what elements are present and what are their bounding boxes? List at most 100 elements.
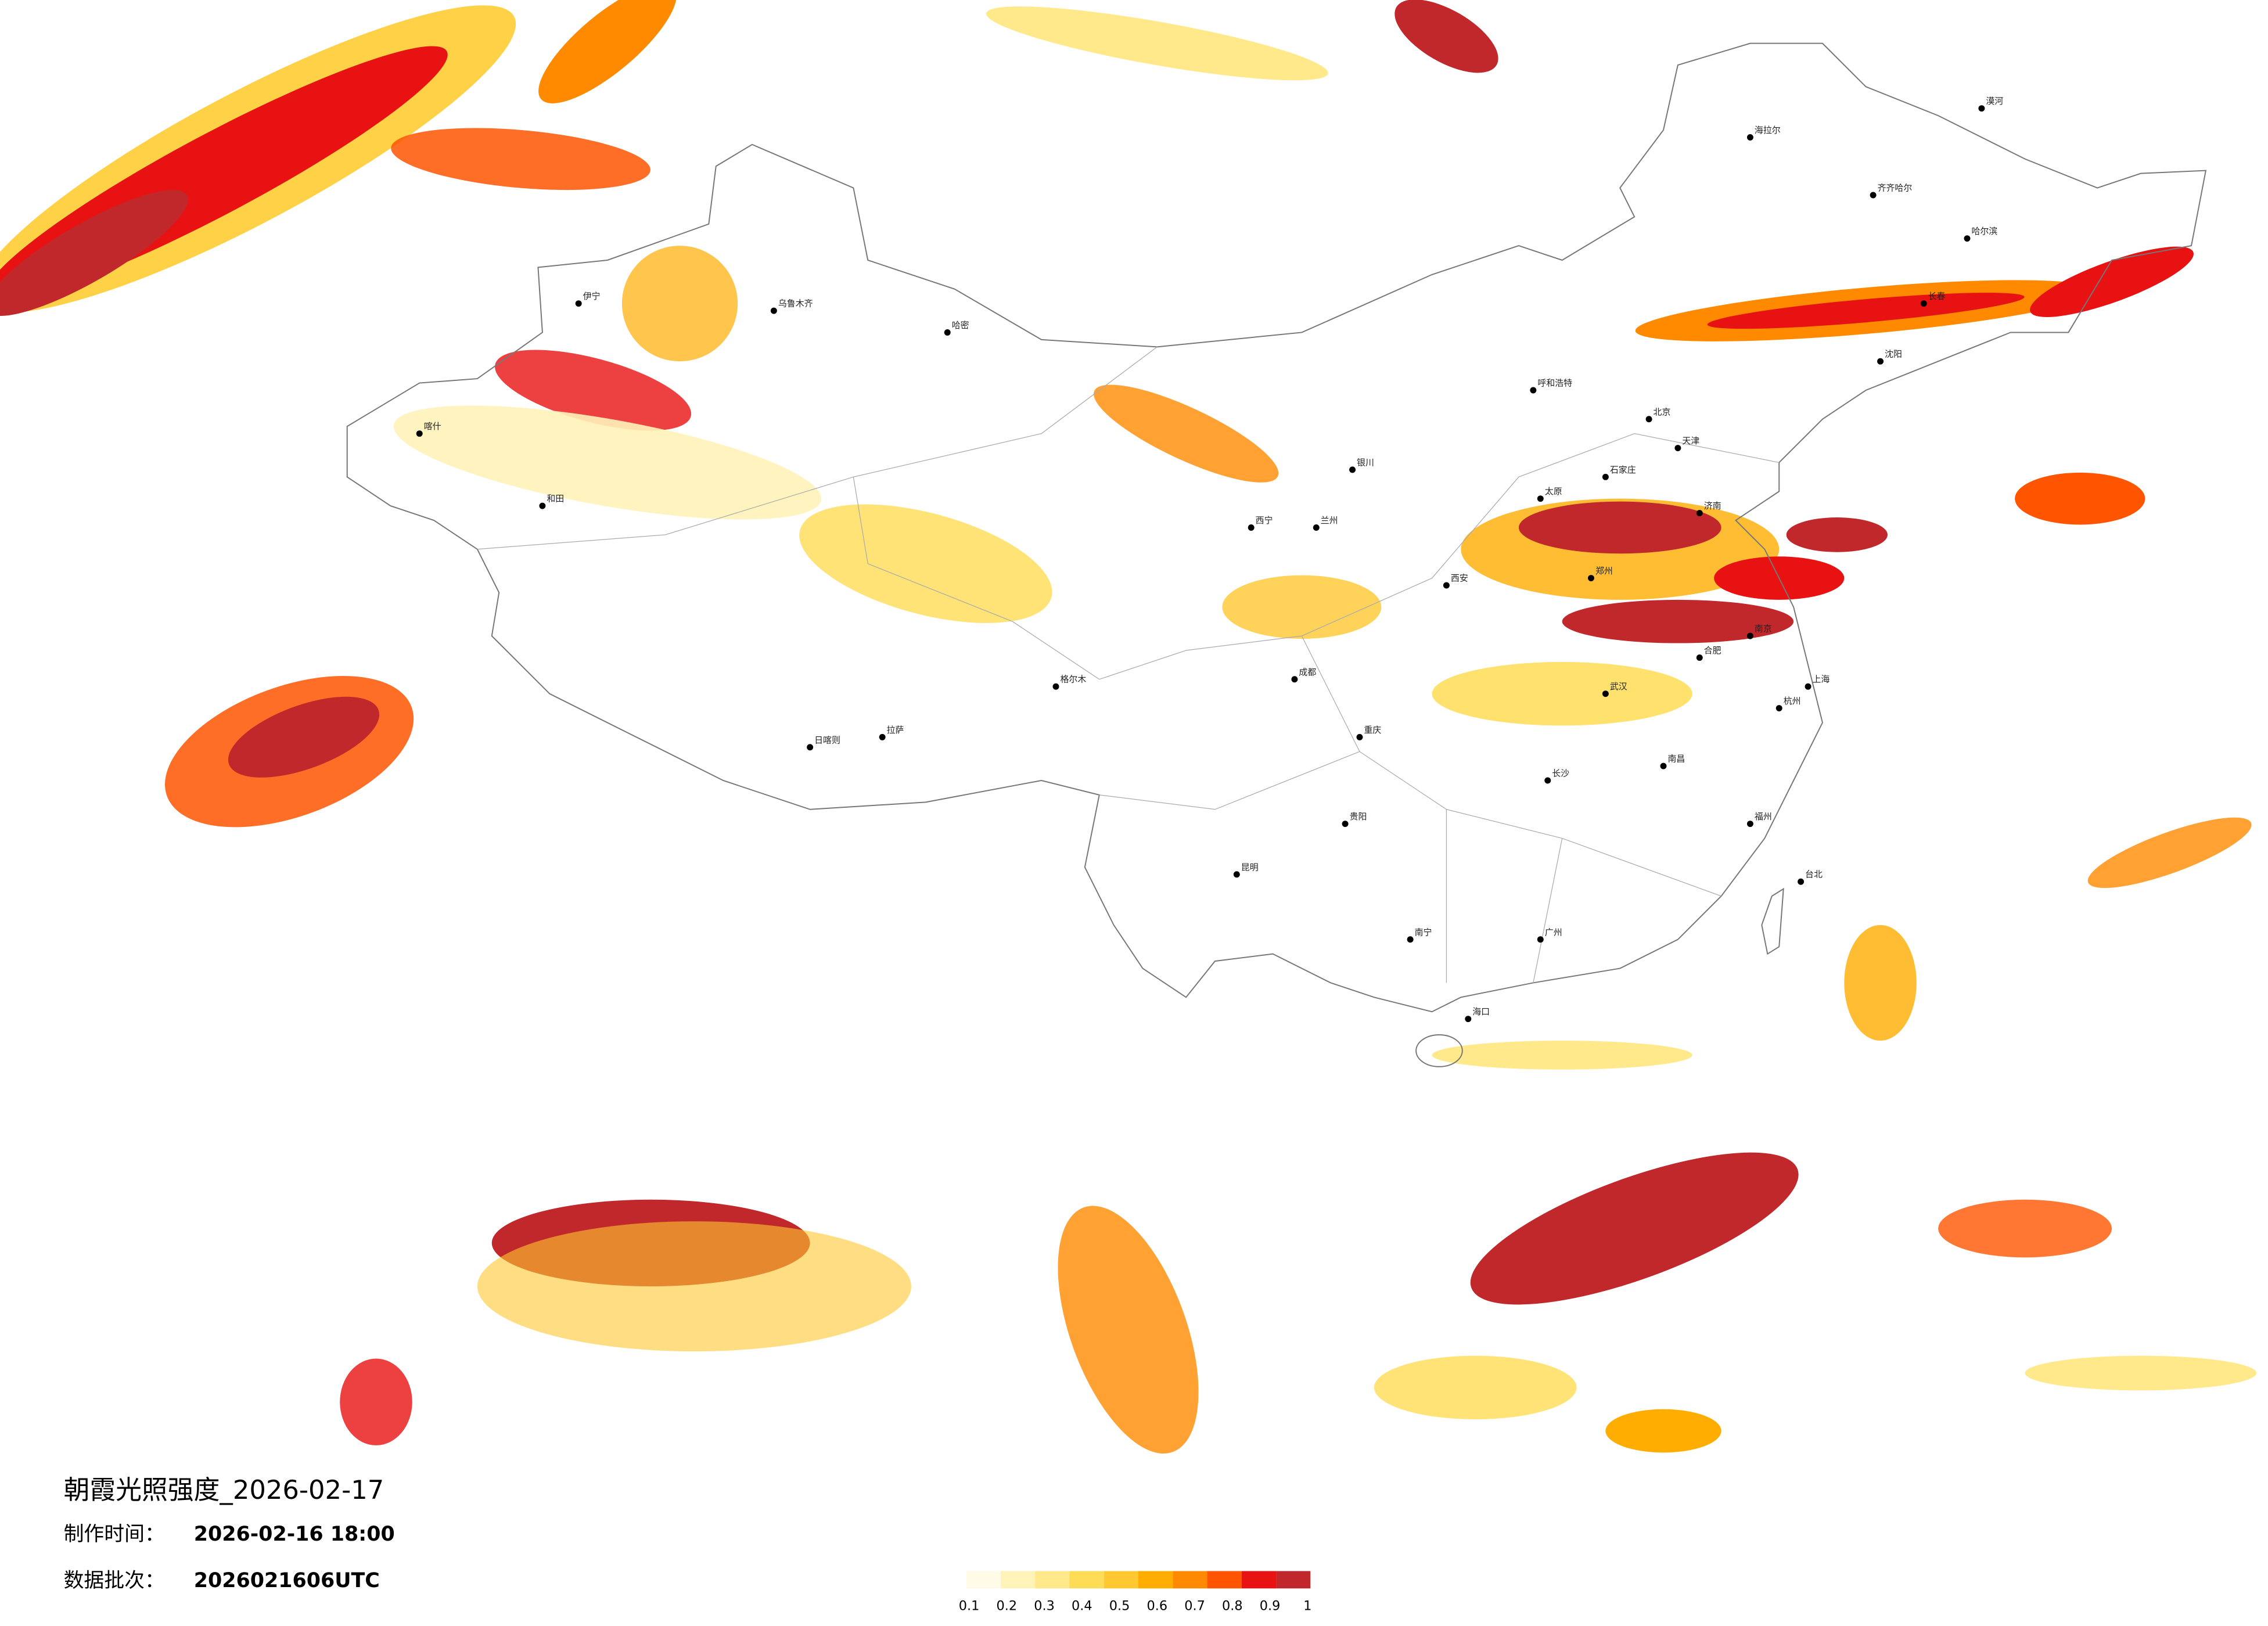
city-dot: [1746, 632, 1753, 639]
city-label: 长春: [1928, 291, 1946, 301]
city-label: 昆明: [1241, 862, 1259, 872]
legend-tick: 0.1: [959, 1599, 980, 1614]
batch-value: 2026021606UTC: [194, 1569, 380, 1592]
city-label: 杭州: [1784, 696, 1801, 706]
city-label: 南昌: [1667, 754, 1685, 764]
city-dot: [575, 300, 582, 307]
city-dot: [1443, 582, 1450, 589]
city-dot: [1870, 192, 1877, 199]
hainan: [1415, 1034, 1463, 1067]
city-label: 呼和浩特: [1537, 378, 1572, 388]
city-dot: [1342, 821, 1349, 828]
map-title: 朝霞光照强度_2026-02-17: [64, 1474, 384, 1505]
legend-tick: 0.3: [1034, 1599, 1055, 1614]
city-dot: [1775, 705, 1782, 712]
legend-swatch: [1276, 1571, 1311, 1589]
city-dot: [1674, 445, 1681, 452]
city-label: 银川: [1357, 457, 1374, 467]
city-label: 漠河: [1986, 96, 2003, 106]
heat-blob: [1518, 501, 1721, 554]
city-label: 上海: [1813, 674, 1830, 685]
city-dot: [1313, 524, 1320, 531]
city-dot: [1465, 1016, 1472, 1023]
heat-blob: [538, 0, 677, 103]
city-label: 齐齐哈尔: [1878, 183, 1913, 193]
city-label: 长沙: [1552, 768, 1569, 779]
city-dot: [1798, 878, 1805, 885]
heat-blob: [2025, 1355, 2257, 1391]
city-label: 沈阳: [1885, 349, 1902, 359]
heat-blob: [391, 128, 650, 190]
heat-blob: [621, 246, 738, 362]
city-label: 贵阳: [1350, 811, 1367, 822]
city-dot: [416, 430, 423, 437]
city-label: 拉萨: [887, 725, 904, 735]
batch-label: 数据批次：: [64, 1569, 165, 1592]
heat-blob: [1374, 1355, 1577, 1420]
city-dot: [1407, 936, 1414, 943]
city-dot: [1877, 358, 1884, 365]
legend-tick: 0.5: [1109, 1599, 1130, 1614]
city-dot: [1233, 871, 1240, 878]
city-dot: [807, 744, 814, 751]
city-label: 乌鲁木齐: [778, 298, 813, 309]
heat-blob: [340, 1358, 412, 1445]
city-dot: [1530, 387, 1537, 394]
legend-tick: 1: [1303, 1599, 1311, 1614]
city-label: 重庆: [1364, 725, 1381, 735]
city-dot: [539, 502, 546, 509]
heat-blob: [1786, 517, 1888, 552]
city-dot: [1356, 733, 1363, 740]
heat-blob: [1605, 1409, 1721, 1453]
legend-tick: 0.7: [1184, 1599, 1205, 1614]
city-label: 海拉尔: [1755, 125, 1781, 135]
city-dot: [1537, 495, 1544, 502]
city-label: 哈密: [952, 320, 969, 330]
legend-swatch: [1000, 1571, 1036, 1589]
city-dot: [1920, 300, 1927, 307]
legend-swatch: [1138, 1571, 1173, 1589]
legend-swatch: [1207, 1571, 1242, 1589]
city-dot: [1544, 777, 1551, 784]
city-dot: [879, 733, 886, 740]
heat-blob: [1432, 1041, 1692, 1070]
city-label: 兰州: [1321, 515, 1338, 526]
city-label: 伊宁: [583, 291, 601, 301]
legend-tick: 0.4: [1072, 1599, 1092, 1614]
heat-blob: [477, 1221, 911, 1352]
made-time: 2026-02-16 18:00: [194, 1523, 395, 1546]
province-border: [477, 346, 1780, 983]
city-dot: [1587, 575, 1594, 582]
city-dot: [1696, 510, 1703, 517]
legend-swatch: [1104, 1571, 1138, 1589]
heat-blob: [799, 504, 1052, 623]
legend-swatch: [1035, 1571, 1070, 1589]
city-label: 济南: [1704, 501, 1721, 511]
heat-blob: [393, 405, 822, 520]
city-label: 石家庄: [1610, 465, 1636, 475]
heat-blob: [1222, 575, 1382, 639]
heat-blob: [1844, 924, 1917, 1041]
heat-blob: [2087, 817, 2252, 888]
city-label: 哈尔滨: [1971, 226, 1997, 236]
heat-blob: [495, 350, 692, 431]
city-dot: [1349, 466, 1356, 473]
heat-blob: [0, 190, 188, 316]
city-dot: [1978, 105, 1985, 112]
borders: [346, 42, 2207, 1067]
city-dot: [1746, 821, 1753, 828]
city-dot: [1602, 690, 1609, 697]
city-label: 合肥: [1704, 645, 1721, 656]
city-label: 武汉: [1610, 681, 1627, 692]
city-dot: [1291, 676, 1298, 683]
heat-blob: [1707, 293, 2025, 329]
heat-blob: [228, 696, 380, 778]
heat-blob: [1094, 384, 1279, 483]
legend-swatch: [1069, 1571, 1104, 1589]
city-label: 太原: [1545, 486, 1562, 497]
city-label: 海口: [1472, 1006, 1490, 1017]
city-label: 西宁: [1256, 515, 1273, 526]
heat-blob: [1058, 1206, 1199, 1454]
legend-tick: 0.6: [1147, 1599, 1168, 1614]
city-label: 北京: [1654, 406, 1671, 417]
